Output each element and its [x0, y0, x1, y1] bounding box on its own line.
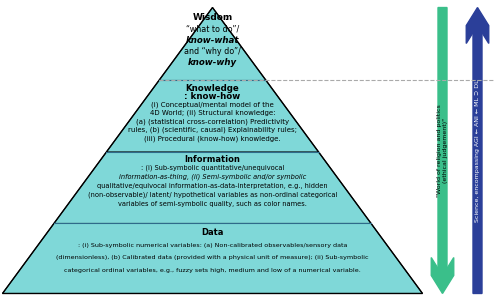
- Text: "World of religion and politics
(ethical judgement)": "World of religion and politics (ethical…: [437, 104, 448, 197]
- Text: Knowledge: Knowledge: [186, 83, 240, 92]
- Text: (dimensionless), (b) Calibrated data (provided with a physical unit of measure);: (dimensionless), (b) Calibrated data (pr…: [56, 255, 369, 260]
- Text: : (i) Sub-symbolic numerical variables: (a) Non-calibrated observables/sensory d: : (i) Sub-symbolic numerical variables: …: [78, 243, 347, 247]
- Text: : (i) Sub-symbolic quantitative/unequivocal: : (i) Sub-symbolic quantitative/unequivo…: [141, 165, 284, 171]
- Polygon shape: [159, 8, 266, 80]
- Polygon shape: [54, 152, 371, 223]
- Text: Science, encompassing AGI ← ANI ← ML ⊃ DL: Science, encompassing AGI ← ANI ← ML ⊃ D…: [475, 79, 480, 222]
- Polygon shape: [106, 80, 318, 152]
- Polygon shape: [2, 223, 422, 293]
- Text: information-as-thing, (ii) Semi-symbolic and/or symbolic: information-as-thing, (ii) Semi-symbolic…: [119, 174, 306, 180]
- FancyArrow shape: [466, 8, 488, 293]
- Text: :: :: [225, 13, 228, 22]
- FancyArrow shape: [466, 25, 488, 43]
- Text: know-why: know-why: [188, 58, 237, 67]
- Text: variables of semi-symbolic quality, such as color names.: variables of semi-symbolic quality, such…: [118, 201, 307, 207]
- Text: (iii) Procedural (know-how) knowledge.: (iii) Procedural (know-how) knowledge.: [144, 135, 281, 142]
- Text: know-what: know-what: [186, 36, 240, 45]
- Text: Data: Data: [202, 228, 224, 237]
- Text: and “why do”/: and “why do”/: [184, 47, 241, 56]
- Text: (i) Conceptual/mental model of the: (i) Conceptual/mental model of the: [151, 101, 274, 108]
- Text: Wisdom: Wisdom: [192, 13, 232, 22]
- Text: 4D World; (ii) Structural knowledge:: 4D World; (ii) Structural knowledge:: [150, 110, 275, 116]
- Text: (a) (statistical cross-correlation) Predictivity: (a) (statistical cross-correlation) Pred…: [136, 118, 289, 125]
- Text: “what to do”/: “what to do”/: [186, 24, 239, 33]
- FancyArrow shape: [431, 8, 454, 293]
- Text: Information: Information: [184, 155, 240, 163]
- FancyArrow shape: [431, 258, 454, 276]
- Text: categorical ordinal variables, e.g., fuzzy sets high, medium and low of a numeri: categorical ordinal variables, e.g., fuz…: [64, 268, 361, 273]
- Text: rules, (b) (scientific, causal) Explainability rules;: rules, (b) (scientific, causal) Explaina…: [128, 127, 297, 133]
- Text: : know-how: : know-how: [184, 92, 240, 101]
- Text: (non-observable)/ latent/ hypothetical variables as non-ordinal categorical: (non-observable)/ latent/ hypothetical v…: [88, 191, 337, 198]
- Text: qualitative/equivocal information-as-data-interpretation, e.g., hidden: qualitative/equivocal information-as-dat…: [97, 183, 328, 189]
